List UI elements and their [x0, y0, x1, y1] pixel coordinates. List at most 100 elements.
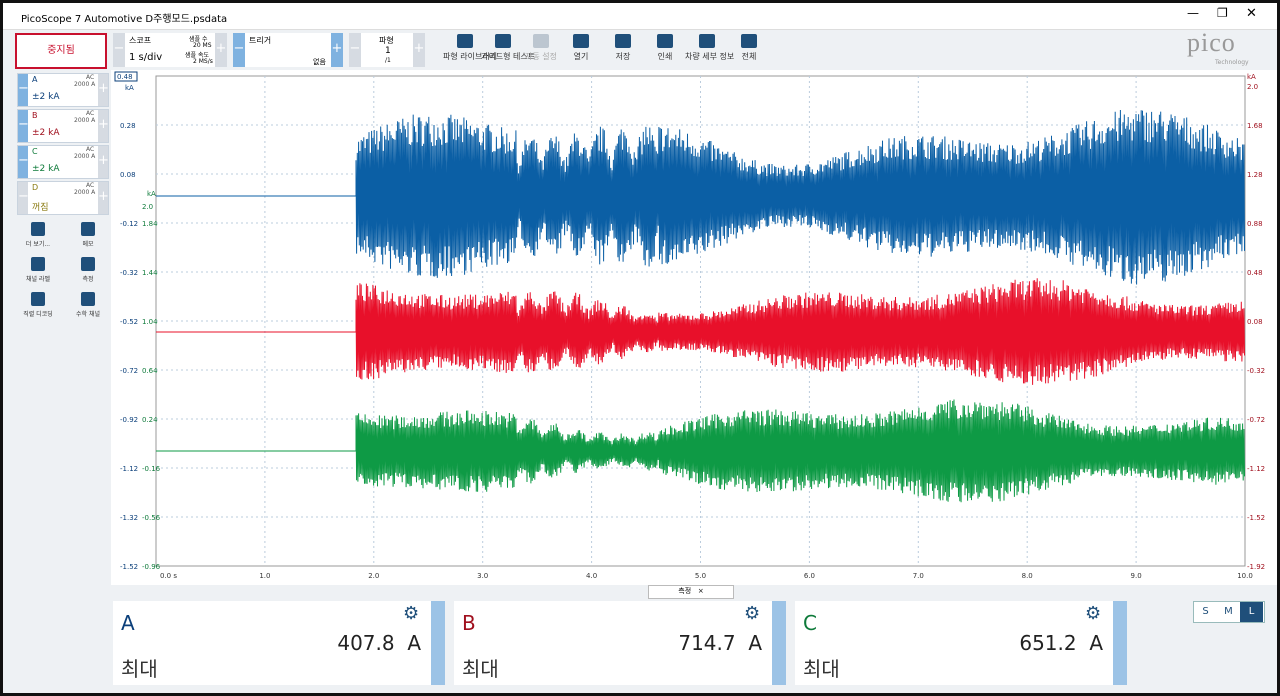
card-stat: 최대 — [803, 657, 840, 681]
right-axis-label: -0.72 — [1247, 416, 1265, 424]
toolbar-button[interactable]: 파형 라이브러리 — [443, 52, 498, 61]
axis-top-box — [114, 71, 138, 82]
plus[interactable]: + — [98, 182, 109, 214]
plus[interactable]: + — [98, 74, 109, 106]
tool-label[interactable]: 수학 채널 — [76, 311, 100, 318]
right-axis-label: 1.68 — [1247, 122, 1263, 130]
x-axis-label: 1.0 — [259, 572, 270, 580]
range-detail: 2000 A — [74, 153, 96, 160]
measure-card: C ⚙ 651.2 A 최대 — [795, 601, 1127, 685]
toolbar-icon — [533, 34, 549, 48]
minus[interactable]: − — [18, 146, 29, 178]
card-value: 651.2 A — [1019, 631, 1103, 655]
measure-card: A ⚙ 407.8 A 최대 — [113, 601, 445, 685]
measure-tab-label: 측정 — [678, 587, 692, 595]
channel-box[interactable]: − + C AC 2000 A ±2 kA — [17, 145, 109, 179]
mid-axis-label: 2.0 — [142, 203, 153, 211]
measure-card: B ⚙ 714.7 A 최대 — [454, 601, 786, 685]
samples-label: 샘플 수 — [189, 36, 208, 43]
plus[interactable]: + — [331, 33, 343, 67]
mid-axis-label: -0.56 — [142, 514, 161, 522]
toolbar-icon — [457, 34, 473, 48]
minimize[interactable]: — — [1187, 6, 1199, 20]
tool-label[interactable]: 메모 — [82, 241, 94, 248]
tool-label[interactable]: 더 보기... — [25, 241, 51, 248]
channel-box[interactable]: − + B AC 2000 A ±2 kA — [17, 109, 109, 143]
left-axis-label: -0.32 — [120, 269, 138, 277]
toolbar-button[interactable]: 차량 세부 정보 — [685, 52, 735, 61]
tool-label[interactable]: 측정 — [82, 276, 94, 283]
mid-axis-label: 1.04 — [142, 318, 158, 326]
x-axis-label: 5.0 — [695, 572, 706, 580]
left-axis-label: 0.28 — [120, 122, 136, 130]
channel-name: B — [32, 111, 38, 120]
close[interactable]: ✕ — [1246, 6, 1257, 21]
title-bar: PicoScope 7 Automotive D주행모드.psdata — ❐ … — [3, 3, 1277, 30]
left-axis-unit: kA — [125, 84, 134, 92]
size-button[interactable]: S — [1202, 606, 1209, 617]
plus[interactable]: + — [413, 33, 425, 67]
toolbar-button[interactable]: 가이드형 테스트 — [481, 52, 536, 61]
plus[interactable]: + — [215, 33, 227, 67]
toolbar-button[interactable]: 인쇄 — [657, 52, 673, 61]
tool-label[interactable]: 채널 라벨 — [26, 276, 50, 283]
timebase: 1 s/div — [129, 52, 163, 63]
x-axis-label: 6.0 — [804, 572, 815, 580]
tool-label[interactable]: 직렬 디코딩 — [23, 311, 53, 318]
settings-icon[interactable]: ⚙ — [403, 603, 420, 624]
logo-sub: Technology — [1215, 59, 1249, 66]
waveform-count: /1 — [385, 57, 391, 64]
card-stat: 최대 — [462, 657, 499, 681]
scope-label: 스코프 — [129, 36, 152, 45]
range-detail: 2000 A — [74, 117, 96, 124]
right-axis-label: -0.32 — [1247, 367, 1265, 375]
tool-icon — [31, 292, 45, 306]
plus[interactable]: + — [98, 110, 109, 142]
minus[interactable]: − — [18, 74, 29, 106]
side-panel: − + A AC 2000 A ±2 kA − + B AC 2000 A ±2 kA − + C AC 200… — [3, 70, 111, 590]
x-axis-label: 9.0 — [1131, 572, 1142, 580]
toolbar: 중지됨 − + 스코프 1 s/div 샘플 수 20 MS 샘플 속도 2 M… — [3, 28, 1277, 70]
size-button[interactable]: L — [1240, 602, 1263, 622]
right-axis-label: 2.0 — [1247, 83, 1258, 91]
settings-icon[interactable]: ⚙ — [1085, 603, 1102, 624]
x-axis-label: 8.0 — [1022, 572, 1033, 580]
maximize[interactable]: ❐ — [1217, 6, 1228, 20]
logo: pico — [1187, 28, 1236, 57]
plus[interactable]: + — [98, 146, 109, 178]
toolbar-button[interactable]: 자동 설정 — [525, 52, 557, 61]
window-title: PicoScope 7 Automotive D주행모드.psdata — [21, 14, 228, 25]
coupling: AC — [86, 110, 95, 117]
stop-button[interactable]: 중지됨 — [15, 33, 107, 69]
x-axis-label: 10.0 — [1237, 572, 1253, 580]
minus[interactable]: − — [233, 33, 245, 67]
mid-axis-label: -0.96 — [142, 563, 161, 571]
channel-box[interactable]: − + A AC 2000 A ±2 kA — [17, 73, 109, 107]
card-strip — [1113, 601, 1127, 685]
right-axis-label: 0.08 — [1247, 318, 1263, 326]
settings-icon[interactable]: ⚙ — [744, 603, 761, 624]
toolbar-icon — [741, 34, 757, 48]
toolbar-icon — [495, 34, 511, 48]
toolbar-button[interactable]: 저장 — [615, 52, 631, 61]
channel-box[interactable]: − + D AC 2000 A 꺼짐 — [17, 181, 109, 215]
right-axis-label: 0.88 — [1247, 220, 1263, 228]
measure-tab[interactable]: 측정 × — [648, 585, 734, 599]
minus[interactable]: − — [18, 110, 29, 142]
right-axis-label: -1.12 — [1247, 465, 1265, 473]
range-detail: 2000 A — [74, 81, 96, 88]
toolbar-button[interactable]: 열기 — [573, 52, 589, 61]
minus[interactable]: − — [349, 33, 361, 67]
x-axis-label: 3.0 — [477, 572, 488, 580]
tool-icon — [81, 222, 95, 236]
range: 꺼짐 — [32, 203, 49, 213]
right-axis-unit: kA — [1247, 73, 1256, 81]
left-axis-label: -0.92 — [120, 416, 138, 424]
size-button[interactable]: M — [1224, 606, 1233, 617]
toolbar-button[interactable]: 전체 — [741, 52, 757, 61]
minus[interactable]: − — [18, 182, 29, 214]
card-strip — [431, 601, 445, 685]
tool-icon — [81, 257, 95, 271]
left-axis-label: -0.12 — [120, 220, 138, 228]
minus[interactable]: − — [113, 33, 125, 67]
